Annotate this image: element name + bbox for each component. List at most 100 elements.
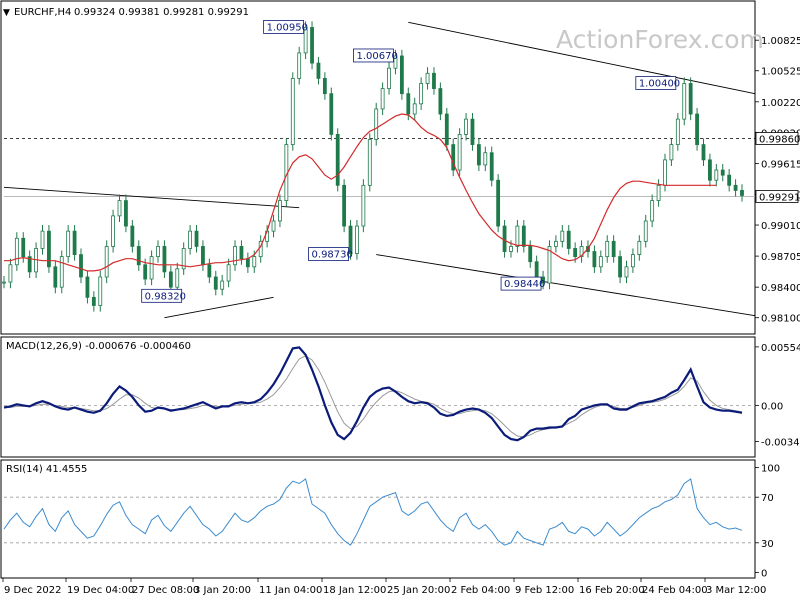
candle-body	[380, 88, 385, 110]
candle-body	[541, 276, 545, 284]
peak-label: 0.98440	[504, 279, 545, 290]
candle-body	[598, 256, 603, 268]
candle-body	[688, 83, 693, 115]
candle-body	[432, 72, 436, 89]
candle-body	[483, 152, 488, 166]
current-price-box-label: 0.99291	[759, 192, 800, 203]
candle-body	[181, 248, 186, 270]
candle-body	[509, 246, 513, 252]
candle-body	[618, 256, 622, 278]
x-tick-label: 25 Jan 20:00	[387, 585, 450, 596]
macd-tick-label: 0.00	[761, 401, 783, 412]
candle-body	[720, 169, 725, 176]
candle-body	[2, 281, 6, 284]
rsi-tick-label: 0	[761, 568, 767, 579]
rsi-tick-label: 100	[761, 464, 780, 475]
candle-body	[8, 264, 13, 283]
candle-body	[14, 237, 19, 266]
candle-body	[476, 144, 481, 166]
candle-body	[367, 139, 372, 186]
macd-signal-line	[4, 355, 743, 438]
peak-label-box	[263, 20, 305, 34]
peak-label: 1.00670	[356, 51, 397, 62]
candle-body	[47, 230, 51, 268]
candle-body	[374, 108, 379, 140]
channel-line	[164, 296, 274, 319]
candle-body	[201, 246, 205, 266]
candle-body	[406, 93, 411, 115]
candle-body	[444, 113, 449, 145]
candle-body	[592, 251, 597, 268]
x-tick-label: 9 Feb 12:00	[515, 585, 574, 596]
candle-body	[233, 246, 237, 266]
candle-body	[566, 230, 571, 249]
price-title: EURCHF,H4	[14, 7, 71, 18]
candle-body	[207, 264, 212, 278]
candle-body	[111, 215, 115, 247]
candle-body	[316, 62, 321, 79]
candle-body	[393, 55, 398, 69]
candle-body	[438, 88, 443, 115]
candle-body	[682, 83, 687, 120]
peak-label-box	[635, 76, 677, 90]
candle-body	[168, 271, 173, 288]
candle-body	[239, 246, 244, 260]
price-ohlc: 0.99324 0.99381 0.99281 0.99291	[74, 7, 249, 18]
candle-body	[149, 256, 154, 280]
price-tick-label: 0.98100	[761, 314, 800, 325]
candle-body	[740, 190, 744, 196]
peak-label: 0.98730	[312, 250, 353, 261]
rsi-tick-label: 30	[761, 539, 774, 550]
candle-body	[188, 230, 193, 249]
x-tick-label: 18 Jan 12:00	[323, 585, 386, 596]
peak-label-box	[308, 247, 349, 261]
x-tick-label: 2 Feb 04:00	[451, 585, 510, 596]
peak-label: 1.00950	[267, 22, 308, 33]
price-panel	[0, 0, 756, 335]
candle-body	[329, 93, 334, 135]
candle-body	[470, 118, 475, 145]
candle-body	[727, 174, 732, 186]
candle-body	[53, 266, 58, 288]
candle-body	[98, 276, 103, 306]
candle-body	[464, 118, 468, 135]
candle-body	[91, 296, 96, 306]
candle-body	[714, 169, 719, 181]
level-price-box-label: 0.99860	[759, 134, 800, 145]
price-tick-label: 0.99615	[761, 159, 800, 170]
candle-body	[528, 246, 533, 263]
moving-average-line	[4, 113, 717, 272]
price-tick-label: 1.00825	[761, 36, 800, 47]
candle-body	[695, 113, 699, 145]
macd-tick-label: -0.003423	[761, 437, 800, 448]
candle-body	[143, 264, 148, 280]
rsi-line	[3, 478, 743, 546]
macd-line	[3, 346, 743, 442]
candle-body	[252, 256, 257, 268]
candle-body	[547, 246, 552, 284]
candle-body	[175, 268, 180, 288]
candle-body	[387, 67, 391, 89]
rsi-title: RSI(14) 41.4555	[6, 464, 87, 475]
candle-body	[220, 280, 225, 290]
candle-body	[457, 133, 462, 171]
candle-body	[579, 246, 584, 258]
price-tick-label: 0.99010	[761, 221, 800, 232]
x-tick-label: 3 Mar 12:00	[706, 585, 766, 596]
candle-body	[130, 225, 135, 247]
candle-body	[117, 200, 122, 217]
candle-body	[631, 254, 635, 268]
candle-body	[79, 254, 83, 278]
candle-body	[521, 225, 526, 247]
x-tick-label: 9 Dec 2022	[4, 585, 62, 596]
macd-title: MACD(12,26,9) -0.000676 -0.000460	[6, 341, 191, 352]
rsi-panel	[0, 459, 756, 579]
macd-panel	[0, 336, 756, 458]
peak-label-box	[141, 288, 183, 303]
candle-body	[361, 184, 366, 227]
candle-body	[663, 159, 667, 186]
candle-body	[553, 240, 558, 247]
price-tick-label: 0.98400	[761, 283, 800, 294]
x-tick-label: 3 Jan 20:00	[194, 585, 251, 596]
